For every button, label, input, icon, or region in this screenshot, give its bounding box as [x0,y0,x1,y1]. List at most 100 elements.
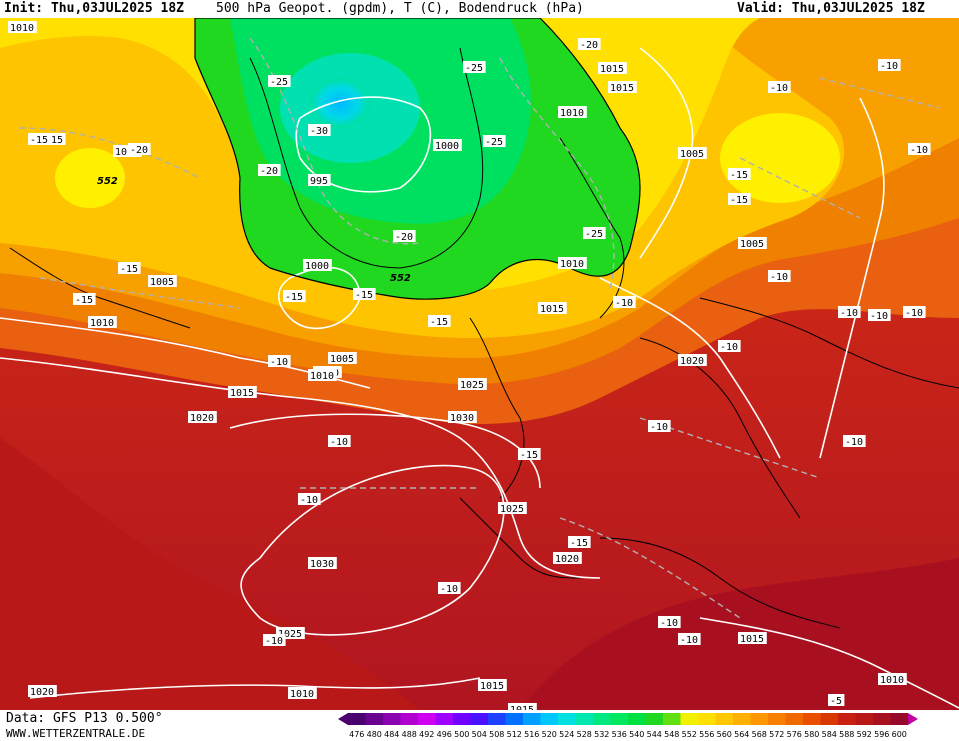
temperature-label-bg [728,168,751,180]
scale-tick-label: 600 [892,730,907,739]
pressure-label: 1010 [90,318,114,329]
scale-swatch [488,713,506,725]
temperature-label-bg [28,133,51,145]
temperature-label-bg [308,124,331,136]
pressure-label: 1015 [610,83,634,94]
temperature-label-bg [908,143,931,155]
temperature-label: -15 [120,264,138,275]
scale-swatch [680,713,698,725]
color-scale: 476 480 484 488 492 496 500 504 508 512 516 520 524 5… [338,713,918,739]
pressure-label-bg [188,411,217,423]
temperature-label: -10 [270,357,288,368]
weather-map: 1010 1010 1015 1005 1000 995 1000 1005 1010 1015 1… [0,18,959,710]
yellow-blob-west [55,148,125,208]
temperature-label-bg [263,634,286,646]
scale-tick-label: 580 [804,730,819,739]
scale-tick-label: 516 [524,730,539,739]
temperature-label: -15 [730,170,748,181]
valid-time: Valid: Thu,03JUL2025 18Z [737,1,925,16]
pressure-label: 1005 [150,277,174,288]
pressure-label-bg [678,354,707,366]
temperature-label-bg [838,306,861,318]
pressure-label-bg [288,687,317,699]
scale-swatch [698,713,716,725]
temperature-label-bg [903,306,926,318]
scale-swatch [593,713,611,725]
scale-swatch [470,713,488,725]
temperature-label-bg [878,59,901,71]
scale-tick-label: 568 [752,730,767,739]
temperature-label-bg [268,355,291,367]
temperature-label-bg [648,420,671,432]
pressure-label: 1015 [510,705,534,710]
temperature-label: -15 [520,450,538,461]
pressure-label: 995 [310,176,328,187]
cold-core [310,78,370,128]
temperature-label: -10 [330,437,348,448]
coastlines [9,47,959,629]
temperature-label: -20 [130,145,148,156]
scale-tick-label: 592 [857,730,872,739]
yellow-blob-east [720,113,840,203]
scale-tick-label: 480 [367,730,382,739]
scale-tick-label: 556 [699,730,714,739]
temperature-label-bg [828,694,845,706]
pressure-label: 1020 [190,413,214,424]
temperature-label: -10 [910,145,928,156]
isotherms [19,37,941,619]
temperature-label: -10 [440,584,458,595]
scale-arrow-right [908,713,918,725]
geopot-label: 552 [390,273,411,284]
pressure-label: 1015 [740,634,764,645]
scale-tick-label: 596 [874,730,889,739]
pressure-label: 1010 [290,689,314,700]
temperature-label: -20 [580,40,598,51]
scale-arrow-left [338,713,348,725]
pressure-label-bg [448,411,477,423]
scale-swatch [645,713,663,725]
scale-tick-label: 484 [384,730,399,739]
temperature-label: -25 [465,63,483,74]
scale-swatch [785,713,803,725]
temperature-label-bg [298,493,321,505]
geopot-552-contour [194,18,641,300]
scale-swatch [838,713,856,725]
temperature-label: -15 [285,292,303,303]
temperature-label-bg [483,135,506,147]
scale-swatch [400,713,418,725]
temperature-label: -15 [730,195,748,206]
scale-swatch [750,713,768,725]
scale-tick-label: 552 [682,730,697,739]
scale-tick-label: 492 [419,730,434,739]
temperature-label: -10 [300,495,318,506]
pressure-label: 1025 [500,504,524,515]
temperature-label-bg [428,315,451,327]
scale-tick-label: 488 [402,730,417,739]
temperature-label: -10 [720,342,738,353]
pressure-label: 1015 [600,64,624,75]
pressure-label: 1025 [460,380,484,391]
warm-core-west [0,438,420,710]
scale-swatch [435,713,453,725]
temperature-label: -15 [570,538,588,549]
scale-swatch [803,713,821,725]
scale-swatch [890,713,908,725]
scale-tick-label: 528 [577,730,592,739]
contour-labels: 1010 1010 1015 1005 1000 995 1000 1005 1010 1015 1… [8,21,931,710]
temperature-label: -10 [615,298,633,309]
temperature-label: -20 [395,232,413,243]
scale-tick-label: 572 [769,730,784,739]
temperature-label-bg [438,582,461,594]
pressure-label: 1010 [560,259,584,270]
temperature-label: -10 [660,618,678,629]
temperature-label-bg [268,75,291,87]
pressure-label: 1010 [880,675,904,686]
scale-tick-label: 564 [734,730,749,739]
scale-tick-label: 512 [507,730,522,739]
website-url: WWW.WETTERZENTRALE.DE [6,727,146,740]
pressure-label: 1030 [450,413,474,424]
scale-swatch [453,713,471,725]
pressure-label: 1010 [560,108,584,119]
data-source: Data: GFS P13 0.500° [6,711,163,726]
scale-swatch [715,713,733,725]
